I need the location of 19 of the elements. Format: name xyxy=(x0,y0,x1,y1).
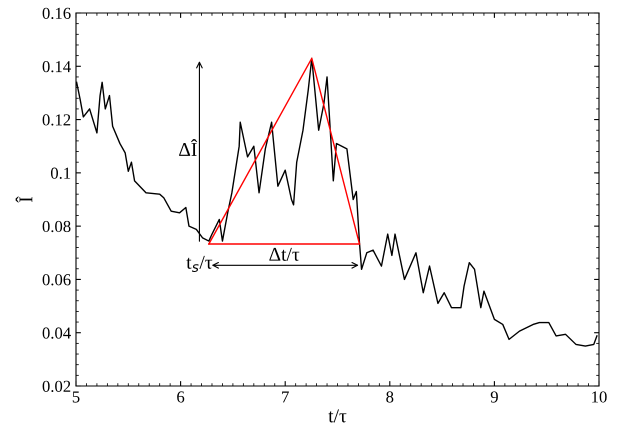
x-tick-label: 10 xyxy=(592,391,607,403)
x-tick-label: 7 xyxy=(282,392,289,402)
y-tick-label: 0.08 xyxy=(42,220,71,232)
annotation: ΔÎ xyxy=(179,139,198,156)
x-tick-label: 9 xyxy=(490,391,498,403)
y-tick-label: 0.12 xyxy=(42,114,70,126)
y-tick-label: 0.14 xyxy=(42,60,71,72)
y-axis-title: Î xyxy=(16,196,32,203)
x-tick-label: 5 xyxy=(72,392,80,403)
y-tick-label: 0.04 xyxy=(42,327,71,339)
y-tick-label: 0.1 xyxy=(50,168,70,179)
y-tick-label: 0.16 xyxy=(42,8,71,20)
y-tick-label: 0.02 xyxy=(42,380,70,392)
x-tick-label: 8 xyxy=(386,391,394,403)
y-tick-label: 0.06 xyxy=(42,274,71,286)
annotation: t$_{s}$/τ xyxy=(186,256,212,272)
x-tick-label: 6 xyxy=(177,391,184,403)
annotation: Δt/τ xyxy=(269,248,300,261)
x-axis-title: t/τ xyxy=(328,409,346,422)
